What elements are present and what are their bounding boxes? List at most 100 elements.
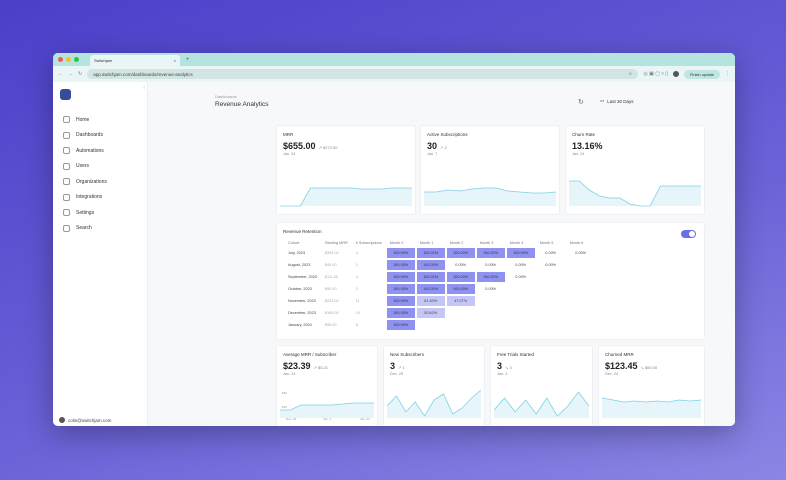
reload-icon[interactable]: ↻ [78, 71, 83, 77]
retention-cell[interactable]: 0.00% [485, 287, 497, 291]
table-row: November, 2023 $233.00 11 100.00% 61.40% 47.0… [285, 296, 595, 306]
sparkline-line [424, 187, 556, 194]
url-input[interactable]: app.switchjam.com/dashboards/revenue-ana… [87, 69, 639, 79]
sparkline-chart [569, 180, 701, 207]
sidebar-item-dashboards[interactable]: Dashboards [53, 128, 147, 144]
browser-tab[interactable]: Switchjam × [90, 55, 180, 66]
retention-cell[interactable]: 47.07% [446, 296, 475, 306]
retention-cell[interactable]: 100.01% [416, 284, 445, 294]
retention-cell[interactable]: 100.01% [476, 248, 505, 258]
retention-toggle[interactable] [681, 230, 696, 238]
metric-card[interactable]: New Subscribers 3 ↗ 1 Dec. 25 [383, 345, 485, 426]
subscriptions: 10 [355, 311, 360, 315]
retention-cell[interactable]: 100.00% [416, 260, 445, 270]
cohort: July, 2023 [288, 251, 306, 255]
metric-card[interactable]: Average MRR / Subscriber $23.39 ↗ $5.21 J… [276, 345, 378, 426]
extensions-icon[interactable]: ◎ ▣ ▢ ▿ ▯ [643, 71, 668, 77]
breadcrumb[interactable]: Dashboards [215, 94, 237, 99]
metric-date: Jan. 7 [427, 152, 438, 156]
sidebar-item-search[interactable]: Search [53, 221, 147, 237]
column-header: # Subscriptions [355, 241, 382, 245]
retention-cell[interactable]: 100.00% [386, 260, 415, 270]
forward-icon[interactable]: → [68, 71, 73, 77]
new-tab-button[interactable]: + [186, 56, 190, 63]
retention-cell[interactable]: 100.00% [446, 272, 475, 282]
metric-value: $655.00 [283, 141, 316, 151]
metric-value: $123.45 [605, 361, 638, 371]
sidebar-item-home[interactable]: Home [53, 112, 147, 128]
table-row: January, 2024 $96.00 8 100.00% [285, 320, 595, 330]
sparkline-area [280, 188, 412, 206]
retention-cell[interactable]: 100.00% [446, 248, 475, 258]
date-range-button[interactable]: ▭ Last 30 Days [600, 98, 634, 104]
sparkline-line [602, 397, 701, 403]
retention-cell[interactable]: 100.01% [416, 272, 445, 282]
revenue-retention-card: Revenue Retention Cohort Starting MRR # Su… [276, 222, 705, 340]
bookmark-star-icon[interactable]: ☆ [628, 71, 633, 76]
minimize-window-button[interactable] [66, 57, 71, 62]
retention-cell[interactable]: 100.01% [416, 248, 445, 258]
retention-cell[interactable]: 100.01% [476, 272, 505, 282]
starting-mrr: $96.00 [324, 323, 337, 327]
retention-cell[interactable]: 0.00% [515, 263, 527, 267]
retention-cell[interactable]: 100.00% [386, 320, 415, 330]
retention-cell[interactable]: 0.00% [485, 263, 497, 267]
user-menu[interactable]: colin@switchjam.com [59, 417, 111, 423]
column-header: Month 5 [539, 241, 554, 245]
table-row: October, 2023 $90.00 2 100.00% 100.01% 100.00… [285, 284, 595, 294]
app-logo[interactable] [60, 89, 71, 100]
collapse-sidebar-icon[interactable]: ‹ [143, 85, 145, 91]
subscriptions: 1 [355, 263, 358, 267]
sidebar-item-organizations[interactable]: Organizations [53, 174, 147, 190]
retention-cell[interactable]: 100.00% [386, 308, 415, 318]
close-tab-icon[interactable]: × [173, 58, 176, 63]
retention-cell[interactable]: 0.00% [545, 263, 557, 267]
tab-bar: Switchjam × + [53, 53, 735, 66]
retention-cell[interactable]: 0.00% [575, 251, 587, 255]
sparkline-area [280, 403, 374, 418]
sidebar-item-settings[interactable]: Settings [53, 205, 147, 221]
sparkline-area [569, 181, 701, 206]
back-icon[interactable]: ← [58, 71, 63, 77]
column-header: Cohort [288, 241, 300, 245]
profile-avatar[interactable] [672, 71, 679, 77]
retention-table: Cohort Starting MRR # Subscriptions Month 0… [283, 238, 597, 332]
metric-delta: ↗ $272.00 [318, 145, 338, 150]
retention-cell[interactable]: 0.00% [515, 275, 527, 279]
retention-cell[interactable]: 100.00% [386, 296, 415, 306]
retention-cell[interactable]: 100.00% [446, 284, 475, 294]
cohort: August, 2023 [288, 263, 311, 267]
metric-delta: ↗ 1 [398, 365, 405, 370]
close-window-button[interactable] [58, 57, 63, 62]
metric-card[interactable]: MRR $655.00 ↗ $272.00 Jan. 24 [276, 125, 416, 215]
metric-label: Average MRR / Subscriber [283, 352, 337, 357]
retention-cell[interactable]: 0.00% [455, 263, 467, 267]
retention-cell[interactable]: 100.00% [386, 272, 415, 282]
sparkline-area [602, 398, 701, 418]
starting-mrr: $49.00 [324, 263, 337, 267]
metric-card[interactable]: Free Trials Started 3 ↘ 3 Jan. 3 [490, 345, 593, 426]
table-row: July, 2023 $394.00 4 100.00% 100.01% 100.00% 1… [285, 248, 595, 258]
metric-delta: ↗ 2 [440, 145, 447, 150]
refresh-icon[interactable]: ↻ [578, 99, 584, 106]
sidebar-item-users[interactable]: Users [53, 159, 147, 175]
retention-cell[interactable]: 61.40% [416, 296, 445, 306]
retention-cell[interactable]: 0.00% [545, 251, 557, 255]
maximize-window-button[interactable] [74, 57, 79, 62]
retention-cell[interactable]: 100.00% [506, 248, 535, 258]
menu-kebab-icon[interactable]: ⋮ [725, 71, 730, 77]
metric-label: New Subscribers [390, 352, 425, 357]
retention-cell[interactable]: 50.62% [416, 308, 445, 318]
sidebar-item-integrations[interactable]: Integrations [53, 190, 147, 206]
sidebar-item-automations[interactable]: Automations [53, 143, 147, 159]
metric-card[interactable]: Churn Rate 13.16% Jan. 24 [565, 125, 705, 215]
retention-cell[interactable]: 100.00% [386, 284, 415, 294]
finish-update-button[interactable]: Finish update [683, 69, 720, 79]
page-title: Revenue Analytics [215, 101, 269, 108]
metric-card[interactable]: Churned MRR $123.45 ↘ $60.00 Dec. 24 [598, 345, 705, 426]
retention-title: Revenue Retention [283, 229, 322, 234]
metric-card[interactable]: Active Subscriptions 30 ↗ 2 Jan. 7 [420, 125, 560, 215]
retention-cell[interactable]: 100.00% [386, 248, 415, 258]
sparkline-line [280, 187, 412, 207]
sparkline-line [387, 389, 481, 417]
